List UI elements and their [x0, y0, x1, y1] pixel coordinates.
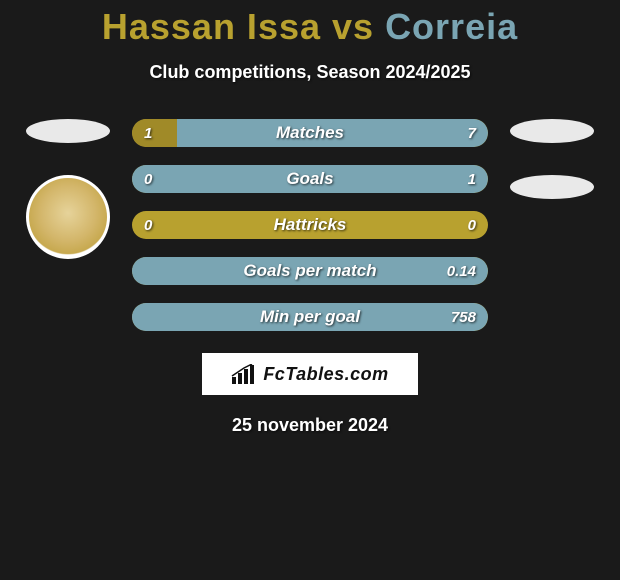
bar-label: Goals per match [132, 257, 488, 285]
stat-bars-container: 17Matches 01Goals 00Hattricks 0.14Goals per… [118, 119, 502, 331]
stat-bar: 17Matches [132, 119, 488, 147]
page-title: Hassan Issa vs Correia [0, 0, 620, 48]
player1-badge-oval [26, 119, 110, 143]
bar-label: Hattricks [132, 211, 488, 239]
date-text: 25 november 2024 [0, 415, 620, 436]
bar-label: Matches [132, 119, 488, 147]
player1-avatar [26, 175, 110, 259]
stat-bar: 758Min per goal [132, 303, 488, 331]
player2-badge-oval-1 [510, 119, 594, 143]
player2-badge-oval-2 [510, 175, 594, 199]
stat-bar: 00Hattricks [132, 211, 488, 239]
bar-label: Goals [132, 165, 488, 193]
bars-chart-icon [231, 364, 257, 384]
left-side-column [18, 119, 118, 259]
right-side-column [502, 119, 602, 199]
stat-bar: 0.14Goals per match [132, 257, 488, 285]
stat-bar: 01Goals [132, 165, 488, 193]
player2-name: Correia [385, 6, 518, 47]
logo-box[interactable]: FcTables.com [202, 353, 418, 395]
logo-text: FcTables.com [263, 364, 388, 385]
content-row: 17Matches 01Goals 00Hattricks 0.14Goals per… [0, 119, 620, 331]
subtitle: Club competitions, Season 2024/2025 [0, 62, 620, 83]
bar-label: Min per goal [132, 303, 488, 331]
vs-text: vs [321, 6, 385, 47]
player1-name: Hassan Issa [102, 6, 321, 47]
